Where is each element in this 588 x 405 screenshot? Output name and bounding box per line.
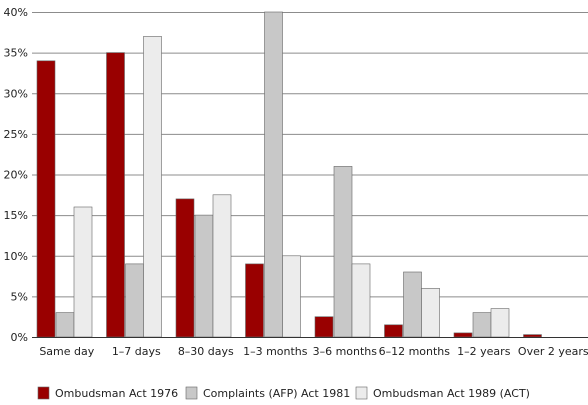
y-tick-label: 20% — [4, 169, 28, 182]
x-axis-ticks: Same day 1–7 days 8–30 days 1–3 months 3–6 m… — [39, 345, 588, 358]
bar — [36, 60, 56, 338]
bar — [106, 52, 125, 338]
y-tick-label: 25% — [4, 128, 28, 141]
bar — [403, 271, 422, 338]
bar — [264, 11, 283, 338]
legend-swatch — [355, 386, 368, 400]
legend-swatch — [185, 386, 198, 400]
x-tick-label: 6–12 months — [379, 345, 451, 358]
bar — [212, 194, 232, 338]
x-tick-label: 3–6 months — [313, 345, 378, 358]
y-tick-label: 5% — [11, 290, 28, 303]
y-tick-label: 35% — [4, 47, 28, 60]
bar — [143, 36, 162, 338]
bar — [333, 166, 353, 338]
bar — [421, 287, 440, 338]
bar — [523, 334, 542, 338]
bar — [73, 206, 93, 338]
bar — [351, 263, 371, 338]
bar — [125, 263, 144, 338]
x-tick-label: 1–2 years — [457, 345, 511, 358]
y-tick-label: 30% — [4, 87, 28, 100]
x-tick-label: 8–30 days — [178, 345, 234, 358]
bar — [453, 332, 473, 338]
bar — [490, 308, 510, 338]
x-tick-label: Same day — [39, 345, 94, 358]
x-tick-label: 1–3 months — [243, 345, 308, 358]
bar — [282, 255, 301, 338]
x-tick-label: 1–7 days — [112, 345, 161, 358]
y-tick-label: 40% — [4, 6, 28, 19]
bar — [314, 316, 334, 338]
legend-label: Ombudsman Act 1976 — [55, 387, 178, 400]
y-tick-label: 10% — [4, 250, 28, 263]
bar — [472, 312, 492, 338]
y-axis-ticks: 0% 5% 10% 15% 20% 25% 30% 35% 40% — [4, 6, 28, 344]
legend-label: Ombudsman Act 1989 (ACT) — [373, 387, 530, 400]
bars — [36, 11, 542, 338]
x-tick-label: Over 2 years — [518, 345, 588, 358]
y-tick-label: 0% — [11, 331, 28, 344]
legend-swatch — [37, 386, 50, 400]
bar — [55, 312, 75, 338]
bar — [194, 214, 214, 338]
bar — [175, 198, 195, 338]
legend-label: Complaints (AFP) Act 1981 — [203, 387, 350, 400]
y-tick-label: 15% — [4, 209, 28, 222]
bar — [245, 263, 264, 338]
legend: Ombudsman Act 1976 Complaints (AFP) Act 1… — [37, 386, 530, 400]
bar — [384, 324, 403, 338]
